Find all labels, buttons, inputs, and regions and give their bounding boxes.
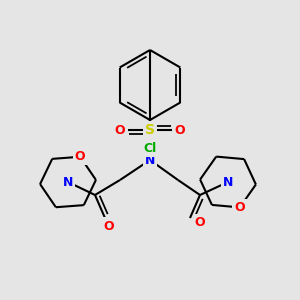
Text: O: O [104,220,114,232]
Text: O: O [175,124,185,136]
Text: O: O [75,150,86,163]
Text: O: O [195,217,205,230]
Text: N: N [63,176,73,188]
Text: S: S [145,123,155,137]
Text: O: O [235,201,245,214]
Text: O: O [115,124,125,136]
Text: N: N [145,154,155,166]
Text: Cl: Cl [143,142,157,154]
Text: N: N [223,176,233,188]
